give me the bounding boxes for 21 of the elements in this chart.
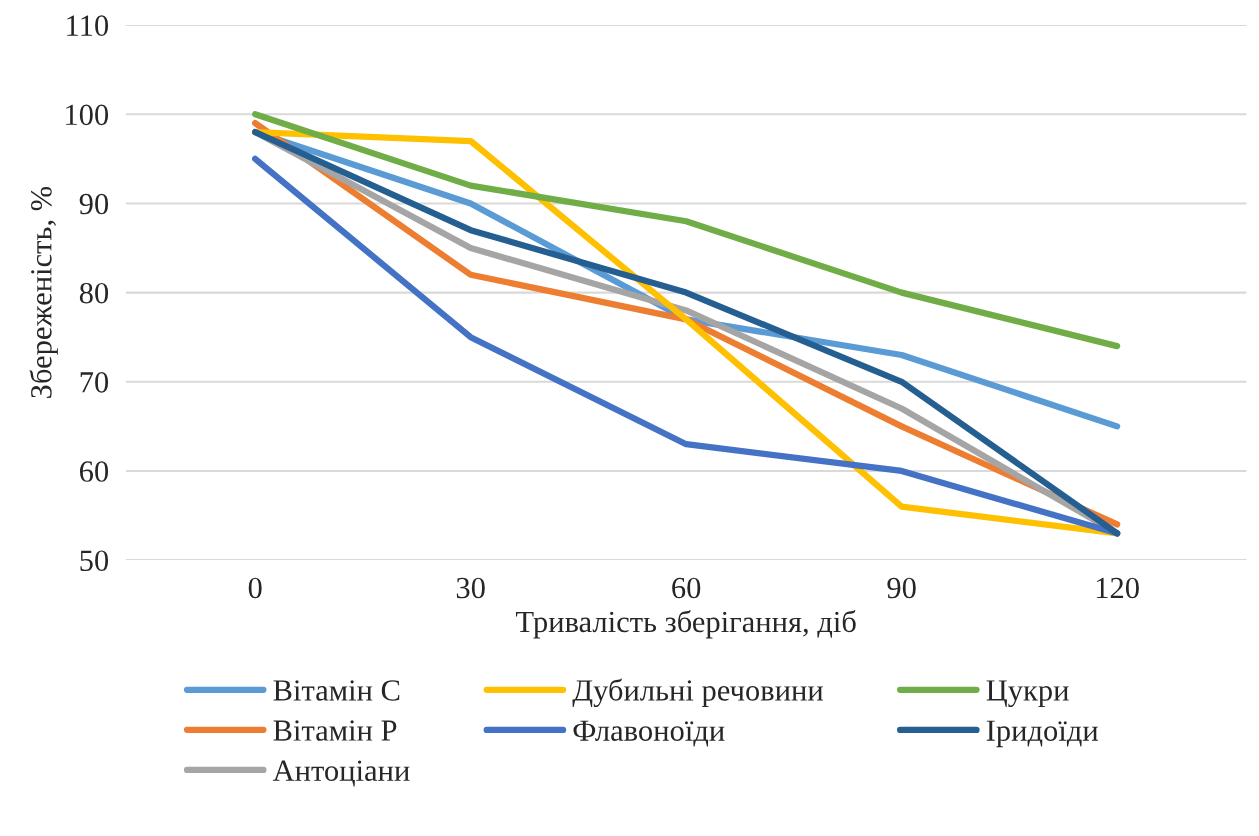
y-tick-label: 100 [66, 104, 109, 126]
x-tick-label: 120 [1096, 577, 1139, 599]
y-tick-label: 110 [67, 15, 109, 36]
y-tick-label: 50 [80, 550, 109, 572]
legend-label: Іридоїди [986, 720, 1098, 748]
legend-label: Цукри [986, 680, 1069, 708]
y-tick-label: 70 [80, 372, 109, 393]
x-tick-label: 30 [456, 577, 485, 599]
y-tick-label: 90 [79, 193, 109, 215]
y-axis-title: Збереженість, % [29, 186, 58, 398]
legend-label: Вітамін С [273, 680, 400, 701]
x-tick-label: 60 [672, 577, 701, 599]
x-axis-title: Тривалість зберігання, діб [515, 610, 856, 639]
legend-label: Флавоноїди [573, 720, 725, 747]
legend-label: Антоціани [272, 760, 410, 787]
y-tick-label: 80 [79, 282, 109, 304]
x-tick-label: 90 [887, 577, 916, 599]
y-tick-label: 60 [79, 461, 109, 482]
legend-label: Дубильні речовини [572, 678, 823, 708]
x-tick-label: 0 [248, 577, 262, 599]
legend-label: Вітамін Р [273, 720, 397, 741]
